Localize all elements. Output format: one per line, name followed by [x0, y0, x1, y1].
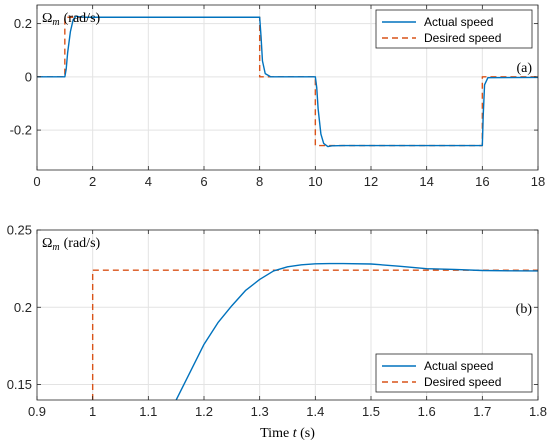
x-tick-label-b-1: 1 [89, 404, 96, 419]
legend-label-a-0: Actual speed [424, 15, 493, 29]
panel-label-b: (b) [516, 302, 533, 317]
x-tick-label-a-0: 0 [33, 174, 40, 189]
legend-label-b-0: Actual speed [424, 359, 493, 373]
y-axis-label-b: Ωm (rad/s) [42, 236, 101, 253]
legend-box-b [375, 353, 533, 393]
x-tick-label-b-8: 1.7 [473, 404, 491, 419]
x-tick-label-a-7: 14 [419, 174, 433, 189]
series-line-a-actual-speed [37, 15, 538, 148]
x-tick-label-a-5: 10 [308, 174, 322, 189]
x-tick-label-b-5: 1.4 [306, 404, 324, 419]
x-tick-label-b-4: 1.3 [251, 404, 269, 419]
legend-b: Actual speed Desired speed [375, 353, 533, 393]
x-tick-label-b-2: 1.1 [139, 404, 157, 419]
panel-label-a: (a) [516, 61, 532, 76]
x-tick-label-a-8: 16 [475, 174, 489, 189]
x-tick-label-b-7: 1.6 [418, 404, 436, 419]
series-line-b-actual-speed [175, 262, 538, 400]
x-tick-label-b-0: 0.9 [28, 404, 46, 419]
x-tick-label-b-6: 1.5 [362, 404, 380, 419]
x-tick-label-a-2: 4 [145, 174, 152, 189]
y-tick-label-a-0: -0.2 [10, 123, 32, 138]
y-tick-label-a-1: 0 [25, 69, 32, 84]
x-tick-label-a-6: 12 [364, 174, 378, 189]
legend-a: Actual speed Desired speed [375, 9, 533, 49]
y-tick-label-b-2: 0.25 [7, 223, 32, 238]
axes-box-a [36, 4, 539, 171]
x-tick-label-a-1: 2 [89, 174, 96, 189]
y-axis-label-a: Ωm (rad/s) [42, 11, 101, 28]
x-tick-label-a-3: 6 [200, 174, 207, 189]
axes-box-b [36, 229, 539, 401]
panel-b: 0.9 1 1.1 1.2 1.3 1.4 1.5 1.6 1.7 1.8 0.15 0.2 0.25 Ω… [7, 223, 547, 442]
x-axis-label-b: Time t (s) [260, 426, 315, 441]
x-tick-label-b-9: 1.8 [529, 404, 547, 419]
y-tick-label-b-0: 0.15 [7, 377, 32, 392]
legend-label-a-1: Desired speed [424, 31, 501, 45]
x-tick-label-a-4: 8 [256, 174, 263, 189]
y-tick-label-a-2: 0.2 [14, 16, 32, 31]
x-tick-label-a-9: 18 [531, 174, 545, 189]
y-tick-label-b-1: 0.2 [14, 300, 32, 315]
x-tick-label-b-3: 1.2 [195, 404, 213, 419]
series-line-b-desired-speed [91, 269, 538, 400]
legend-box-a [375, 9, 533, 49]
legend-label-b-1: Desired speed [424, 375, 501, 389]
panel-a: 0 2 4 6 8 10 12 14 16 18 -0.2 0 0.2 Ωm (rad/s) (a) Actua… [10, 4, 545, 189]
